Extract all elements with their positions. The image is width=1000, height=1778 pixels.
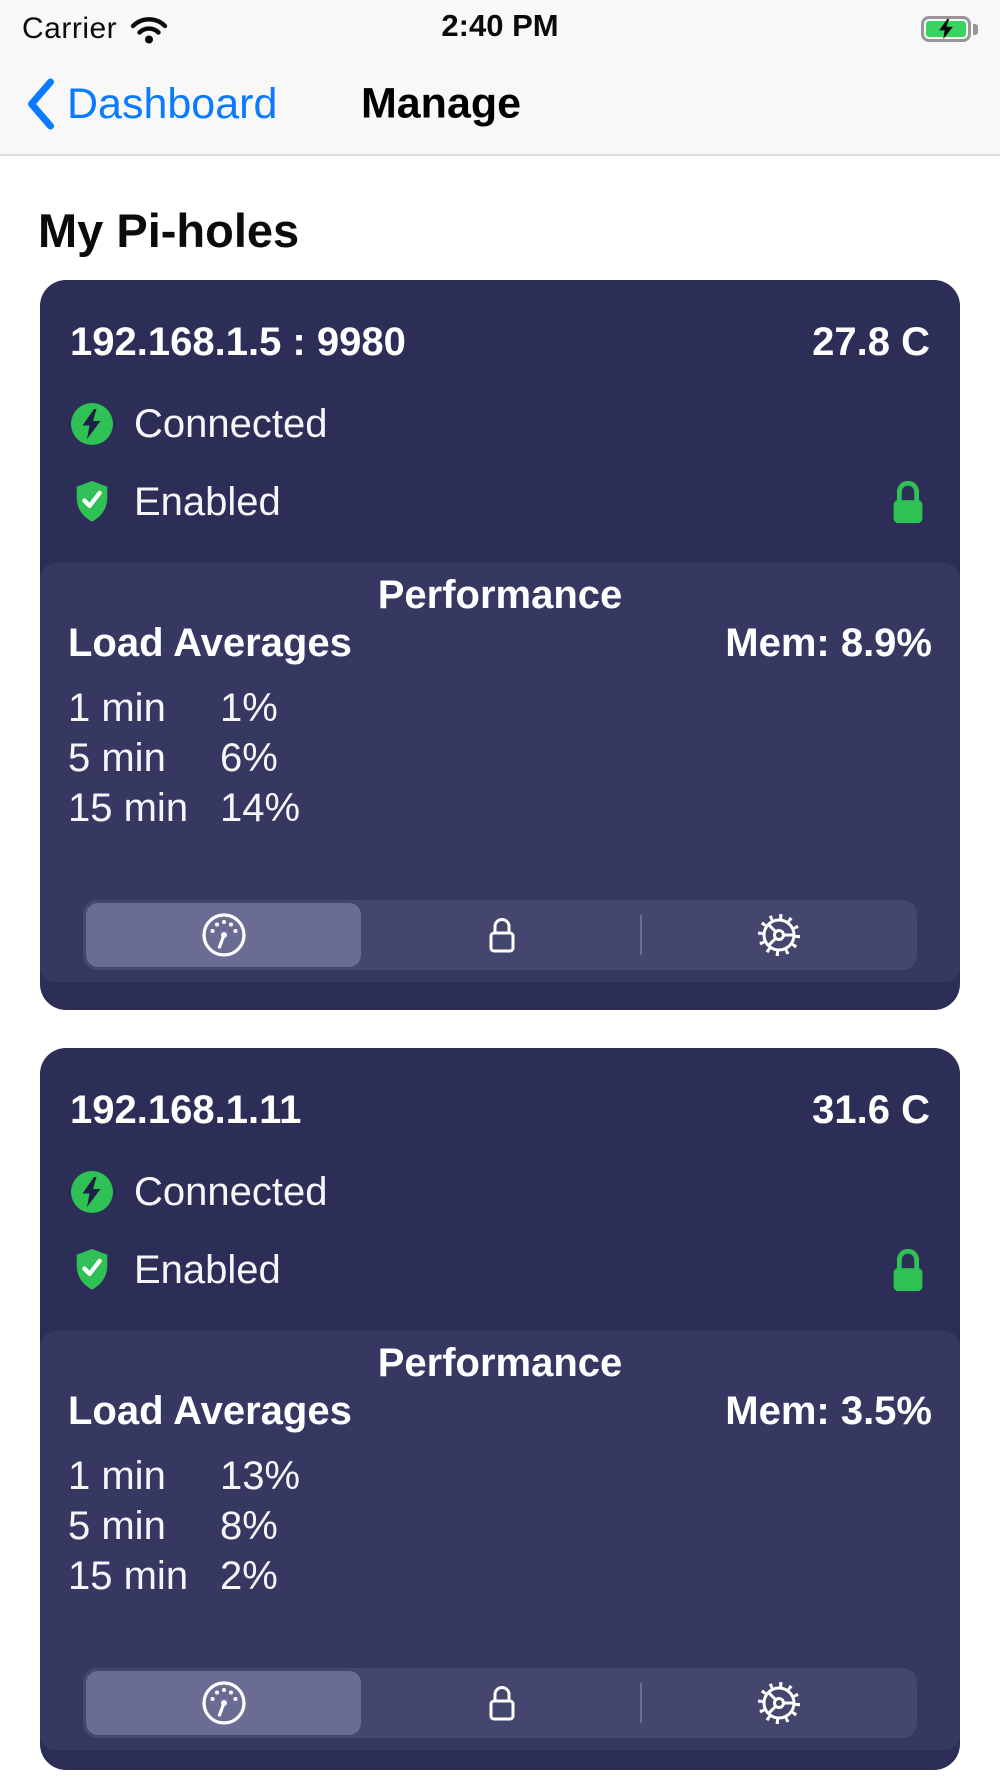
load-row: 15 min 14%	[68, 786, 301, 830]
pihole-card: 192.168.1.11 31.6 C Connected Enabled	[40, 1048, 960, 1770]
pihole-address: 192.168.1.5 : 9980	[70, 320, 406, 364]
load-row: 5 min 8%	[68, 1504, 278, 1548]
connection-status-label: Connected	[134, 401, 328, 446]
memory-usage: Mem: 3.5%	[725, 1389, 932, 1433]
chevron-left-icon	[26, 78, 55, 130]
lock-icon	[478, 911, 526, 959]
bolt-circle-icon	[70, 1170, 114, 1214]
memory-usage: Mem: 8.9%	[725, 621, 932, 665]
pihole-card: 192.168.1.5 : 9980 27.8 C Connected Enab…	[40, 280, 960, 1010]
top-chrome: Carrier 2:40 PM	[0, 0, 1000, 156]
nav-bar: Dashboard Manage	[0, 54, 1000, 154]
performance-title: Performance	[377, 1341, 623, 1385]
load-averages-label: Load Averages	[68, 1389, 352, 1433]
battery-tip	[973, 23, 978, 35]
back-button[interactable]: Dashboard	[26, 54, 277, 154]
card-tab-bar	[83, 1668, 917, 1738]
blocking-status-label: Enabled	[134, 1247, 281, 1292]
back-button-label: Dashboard	[67, 79, 278, 128]
load-row: 1 min 1%	[68, 686, 278, 730]
battery-charging-icon	[921, 16, 971, 42]
gear-icon	[755, 1679, 803, 1727]
pihole-card-header: 192.168.1.5 : 9980 27.8 C Connected Enab…	[40, 280, 960, 524]
performance-panel: Performance Load Averages Mem: 8.9% 1 mi…	[40, 563, 960, 982]
pihole-temperature: 27.8 C	[812, 320, 930, 364]
load-row: 15 min 2%	[68, 1554, 278, 1598]
pihole-card-header: 192.168.1.11 31.6 C Connected Enabled	[40, 1048, 960, 1292]
tab-settings[interactable]	[642, 900, 917, 970]
load-row: 1 min 13%	[68, 1454, 301, 1498]
status-bar: Carrier 2:40 PM	[0, 0, 1000, 54]
lock-icon	[478, 1679, 526, 1727]
tab-divider	[639, 915, 642, 955]
blocking-status-row: Enabled	[70, 1248, 930, 1292]
shield-check-icon	[70, 1248, 114, 1292]
performance-title: Performance	[377, 573, 623, 617]
lock-status-icon	[886, 477, 930, 527]
carrier-label: Carrier	[22, 12, 118, 45]
shield-check-icon	[70, 480, 114, 524]
connection-status-label: Connected	[134, 1169, 328, 1214]
tab-metrics[interactable]	[86, 1671, 362, 1735]
load-averages-table: 1 min 1% 5 min 6% 15 min 14%	[68, 683, 932, 833]
load-averages-label: Load Averages	[68, 621, 352, 665]
blocking-status-row: Enabled	[70, 480, 930, 524]
pihole-address: 192.168.1.11	[70, 1088, 302, 1132]
connection-status-row: Connected	[70, 402, 930, 446]
gear-icon	[755, 911, 803, 959]
load-averages-table: 1 min 13% 5 min 8% 15 min 2%	[68, 1451, 932, 1601]
tab-settings[interactable]	[642, 1668, 917, 1738]
load-row: 5 min 6%	[68, 736, 278, 780]
status-time: 2:40 PM	[441, 8, 559, 43]
pihole-temperature: 31.6 C	[812, 1088, 930, 1132]
page-title: Manage	[360, 79, 522, 128]
gauge-icon	[200, 911, 248, 959]
wifi-icon	[129, 14, 169, 44]
tab-lock[interactable]	[364, 900, 639, 970]
bolt-circle-icon	[70, 402, 114, 446]
card-tab-bar	[83, 900, 917, 970]
tab-lock[interactable]	[364, 1668, 639, 1738]
blocking-status-label: Enabled	[134, 479, 281, 524]
tab-divider	[639, 1683, 642, 1723]
tab-metrics[interactable]	[86, 903, 362, 967]
performance-panel: Performance Load Averages Mem: 3.5% 1 mi…	[40, 1331, 960, 1750]
section-heading: My Pi-holes	[38, 204, 300, 258]
gauge-icon	[200, 1679, 248, 1727]
connection-status-row: Connected	[70, 1170, 930, 1214]
lock-status-icon	[886, 1245, 930, 1295]
